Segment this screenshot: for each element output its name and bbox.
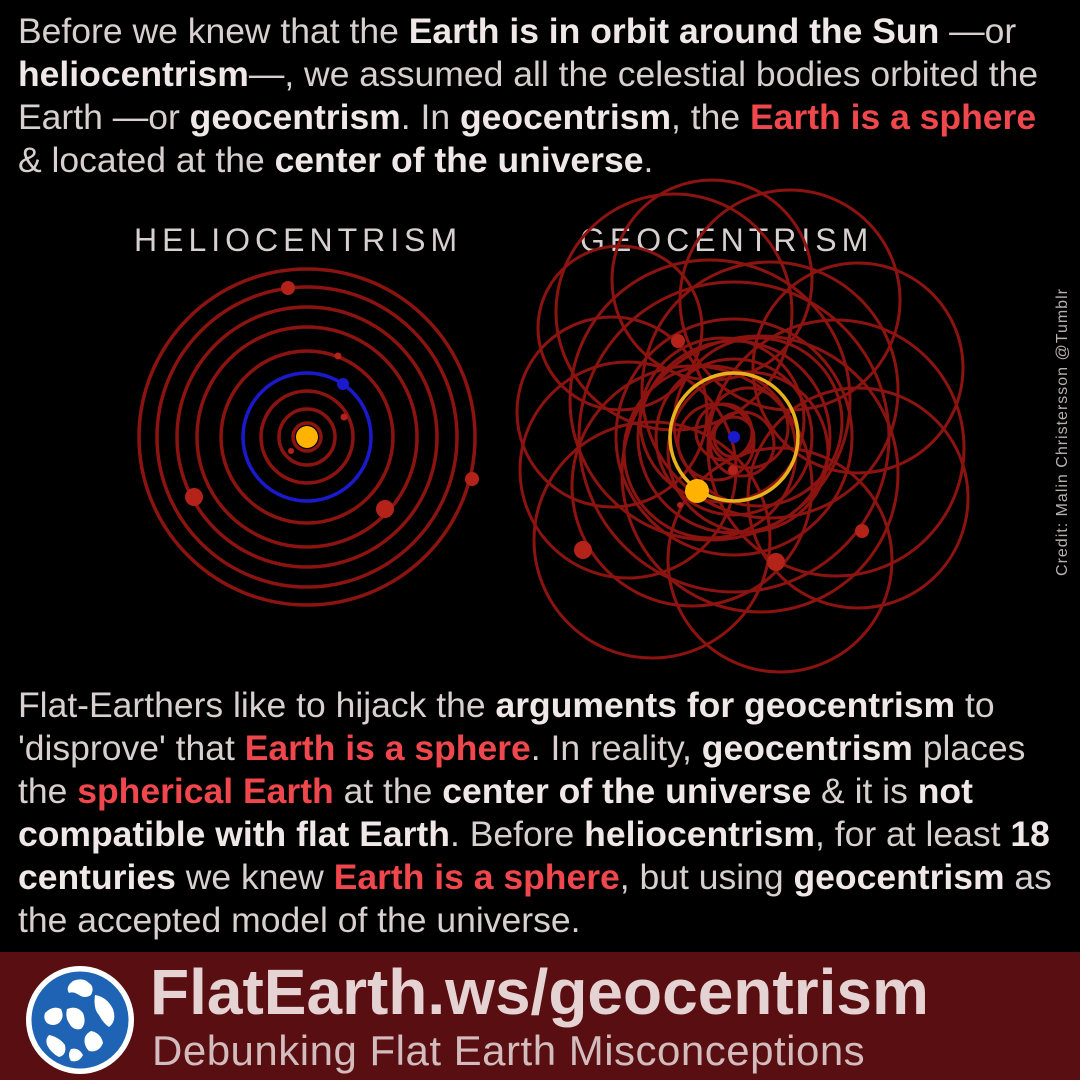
intro-emphasis: center of the universe: [274, 140, 644, 180]
geo-epicycle: [570, 364, 814, 608]
body-text: . Before: [449, 814, 585, 854]
body-paragraph: Flat-Earthers like to hijack the argumen…: [18, 684, 1068, 942]
heliocentrism-title: HELIOCENTRISM: [134, 222, 463, 258]
body-text: & it is: [811, 771, 918, 811]
planet-uranus: [855, 524, 869, 538]
helio-orbit: [219, 349, 395, 525]
body-emphasis: center of the universe: [442, 771, 812, 811]
body-highlight: Earth is a sphere: [333, 857, 620, 897]
footer-url[interactable]: FlatEarth.ws/geocentrism: [150, 956, 929, 1028]
geo-epicycle: [620, 334, 900, 614]
helio-orbit: [277, 407, 337, 467]
geo-epicycle: [751, 261, 965, 475]
body-highlight: spherical Earth: [77, 771, 334, 811]
body-emphasis: geocentrism: [701, 728, 913, 768]
body-emphasis: arguments for geocentrism: [495, 685, 956, 725]
footer-tagline: Debunking Flat Earth Misconceptions: [152, 1027, 866, 1074]
body-text: Flat-Earthers like to hijack the: [18, 685, 496, 725]
geocentrism-diagram: [515, 178, 970, 674]
helio-orbit: [175, 305, 439, 569]
intro-text: Before we knew that the: [18, 11, 409, 51]
geo-epicycle: [636, 339, 832, 535]
intro-paragraph: Before we knew that the Earth is in orbi…: [18, 10, 1068, 182]
geo-epicycle: [518, 360, 738, 580]
intro-text: —, we assumed all the celestial bodies o…: [18, 54, 1039, 137]
intro-highlight: Earth is a sphere: [750, 97, 1037, 137]
planet-saturn: [767, 553, 785, 571]
body-text: . In reality,: [530, 728, 702, 768]
helio-orbit: [155, 285, 459, 589]
intro-text: . In: [400, 97, 460, 137]
planet-mars: [334, 352, 342, 360]
heliocentrism-diagram: [137, 267, 479, 607]
orbit-diagrams: [137, 178, 970, 674]
intro-emphasis: Earth is in orbit around the Sun: [408, 11, 940, 51]
helio-orbit: [137, 267, 477, 607]
intro-text: , the: [671, 97, 750, 137]
planet-jupiter: [574, 541, 592, 559]
footer-bar: FlatEarth.ws/geocentrism Debunking Flat …: [0, 952, 1080, 1080]
earth-icon: [728, 431, 740, 443]
geo-epicycle: [706, 318, 966, 578]
planet-neptune: [281, 281, 295, 295]
planet-venus: [677, 502, 683, 508]
intro-text: .: [643, 140, 654, 180]
planet-venus: [340, 413, 348, 421]
body-emphasis: 18 centuries: [18, 814, 1050, 897]
intro-text: & located at the: [18, 140, 275, 180]
planet-mars: [671, 334, 685, 348]
planet-mercury: [288, 448, 294, 454]
body-text: we knew: [175, 857, 334, 897]
geo-epicycle: [554, 192, 794, 432]
planet-uranus: [465, 472, 479, 486]
geo-epicycle: [706, 386, 790, 470]
sun-orbit: [668, 371, 800, 503]
body-text: at the: [333, 771, 443, 811]
body-text: as the accepted model of the universe.: [18, 857, 1052, 940]
body-emphasis: not compatible with flat Earth: [18, 771, 973, 854]
geo-epicycle: [614, 317, 854, 557]
body-emphasis: heliocentrism: [584, 814, 815, 854]
body-text: places the: [18, 728, 1026, 811]
geo-epicycle: [532, 420, 772, 660]
geo-epicycle: [536, 244, 704, 412]
body-text: , but using: [619, 857, 794, 897]
geo-epicycle: [654, 357, 814, 517]
earth-icon: [337, 378, 349, 390]
helio-orbit: [291, 421, 323, 453]
intro-emphasis: geocentrism: [189, 97, 401, 137]
intro-emphasis: heliocentrism: [18, 54, 249, 94]
geo-epicycle: [515, 315, 709, 509]
earth-orbit: [241, 371, 373, 503]
intro-text: —or: [939, 11, 1017, 51]
planet-mercury: [728, 465, 738, 475]
body-text: to 'disprove' that: [18, 685, 995, 768]
body-emphasis: geocentrism: [793, 857, 1005, 897]
geo-epicycle: [666, 446, 894, 674]
planet-jupiter: [185, 488, 203, 506]
sun-icon: [685, 479, 709, 503]
globe-icon: [26, 966, 134, 1074]
intro-emphasis: geocentrism: [459, 97, 672, 137]
geo-epicycle: [610, 178, 814, 382]
body-text: , for at least: [814, 814, 1011, 854]
sun-icon: [296, 426, 318, 448]
image-credit: Credit: Malin Christersson @Tumblr: [1054, 288, 1071, 576]
helio-orbit: [195, 325, 419, 549]
body-highlight: Earth is a sphere: [244, 728, 531, 768]
helio-orbit: [259, 389, 355, 485]
geo-epicycle: [640, 260, 900, 520]
planet-saturn: [376, 500, 394, 518]
